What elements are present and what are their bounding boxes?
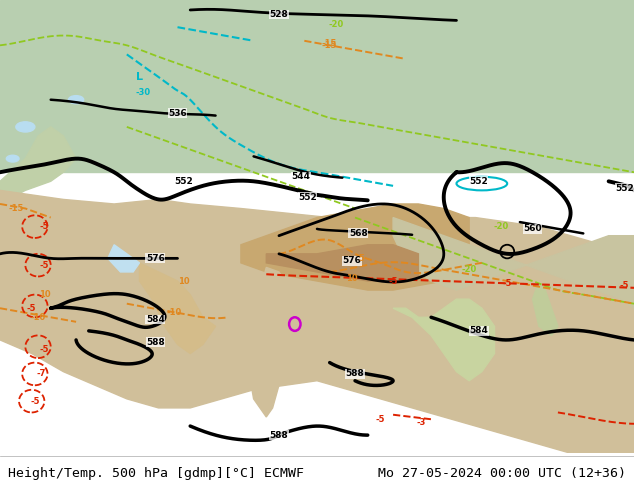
Ellipse shape bbox=[16, 122, 35, 132]
Text: -5: -5 bbox=[40, 344, 49, 353]
Text: 576: 576 bbox=[146, 254, 165, 263]
Polygon shape bbox=[266, 245, 418, 281]
Text: -7: -7 bbox=[37, 369, 46, 378]
Text: 10: 10 bbox=[346, 274, 358, 283]
Polygon shape bbox=[393, 299, 495, 381]
Polygon shape bbox=[393, 218, 634, 308]
Text: 552: 552 bbox=[615, 184, 634, 193]
Text: -15: -15 bbox=[322, 39, 337, 48]
Text: 552: 552 bbox=[469, 177, 488, 186]
Text: -30: -30 bbox=[135, 88, 150, 98]
Polygon shape bbox=[533, 281, 558, 335]
Polygon shape bbox=[0, 191, 634, 453]
Polygon shape bbox=[139, 263, 216, 354]
Polygon shape bbox=[0, 127, 76, 204]
Text: -5: -5 bbox=[389, 276, 398, 286]
Text: 10: 10 bbox=[178, 276, 190, 286]
Text: -10: -10 bbox=[167, 308, 182, 317]
Text: 552: 552 bbox=[174, 177, 193, 186]
Text: 584: 584 bbox=[146, 315, 165, 324]
Text: 584: 584 bbox=[469, 326, 488, 335]
Text: -5: -5 bbox=[30, 396, 39, 406]
Text: 588: 588 bbox=[146, 338, 165, 347]
Text: -5: -5 bbox=[40, 261, 49, 270]
Text: -5: -5 bbox=[620, 281, 629, 290]
Ellipse shape bbox=[6, 155, 19, 162]
Text: L: L bbox=[136, 72, 143, 82]
Text: -5: -5 bbox=[376, 415, 385, 424]
Polygon shape bbox=[0, 0, 634, 172]
Text: -10: -10 bbox=[30, 313, 46, 322]
Text: 588: 588 bbox=[269, 431, 288, 440]
Text: 544: 544 bbox=[292, 172, 311, 181]
Text: 536: 536 bbox=[168, 109, 187, 118]
Text: 5: 5 bbox=[358, 254, 365, 263]
Polygon shape bbox=[247, 268, 298, 417]
Text: Height/Temp. 500 hPa [gdmp][°C] ECMWF: Height/Temp. 500 hPa [gdmp][°C] ECMWF bbox=[8, 467, 304, 480]
Text: -20: -20 bbox=[493, 222, 508, 231]
Text: -15: -15 bbox=[8, 204, 23, 213]
Text: -5: -5 bbox=[27, 304, 36, 313]
Text: 552: 552 bbox=[298, 193, 317, 202]
Text: Mo 27-05-2024 00:00 UTC (12+36): Mo 27-05-2024 00:00 UTC (12+36) bbox=[378, 467, 626, 480]
Text: -20: -20 bbox=[462, 265, 477, 274]
Polygon shape bbox=[108, 245, 139, 272]
Text: 10: 10 bbox=[39, 290, 50, 299]
Text: 568: 568 bbox=[349, 229, 368, 238]
Text: 528: 528 bbox=[269, 10, 288, 19]
Text: 576: 576 bbox=[342, 256, 361, 265]
Text: 588: 588 bbox=[346, 369, 365, 378]
Polygon shape bbox=[241, 204, 469, 290]
Text: 560: 560 bbox=[523, 224, 542, 233]
Text: -5: -5 bbox=[40, 222, 49, 231]
Ellipse shape bbox=[68, 96, 84, 104]
Text: -20: -20 bbox=[328, 21, 344, 29]
Text: -5: -5 bbox=[503, 279, 512, 288]
Text: -15: -15 bbox=[322, 41, 337, 50]
Text: -3: -3 bbox=[417, 418, 426, 427]
